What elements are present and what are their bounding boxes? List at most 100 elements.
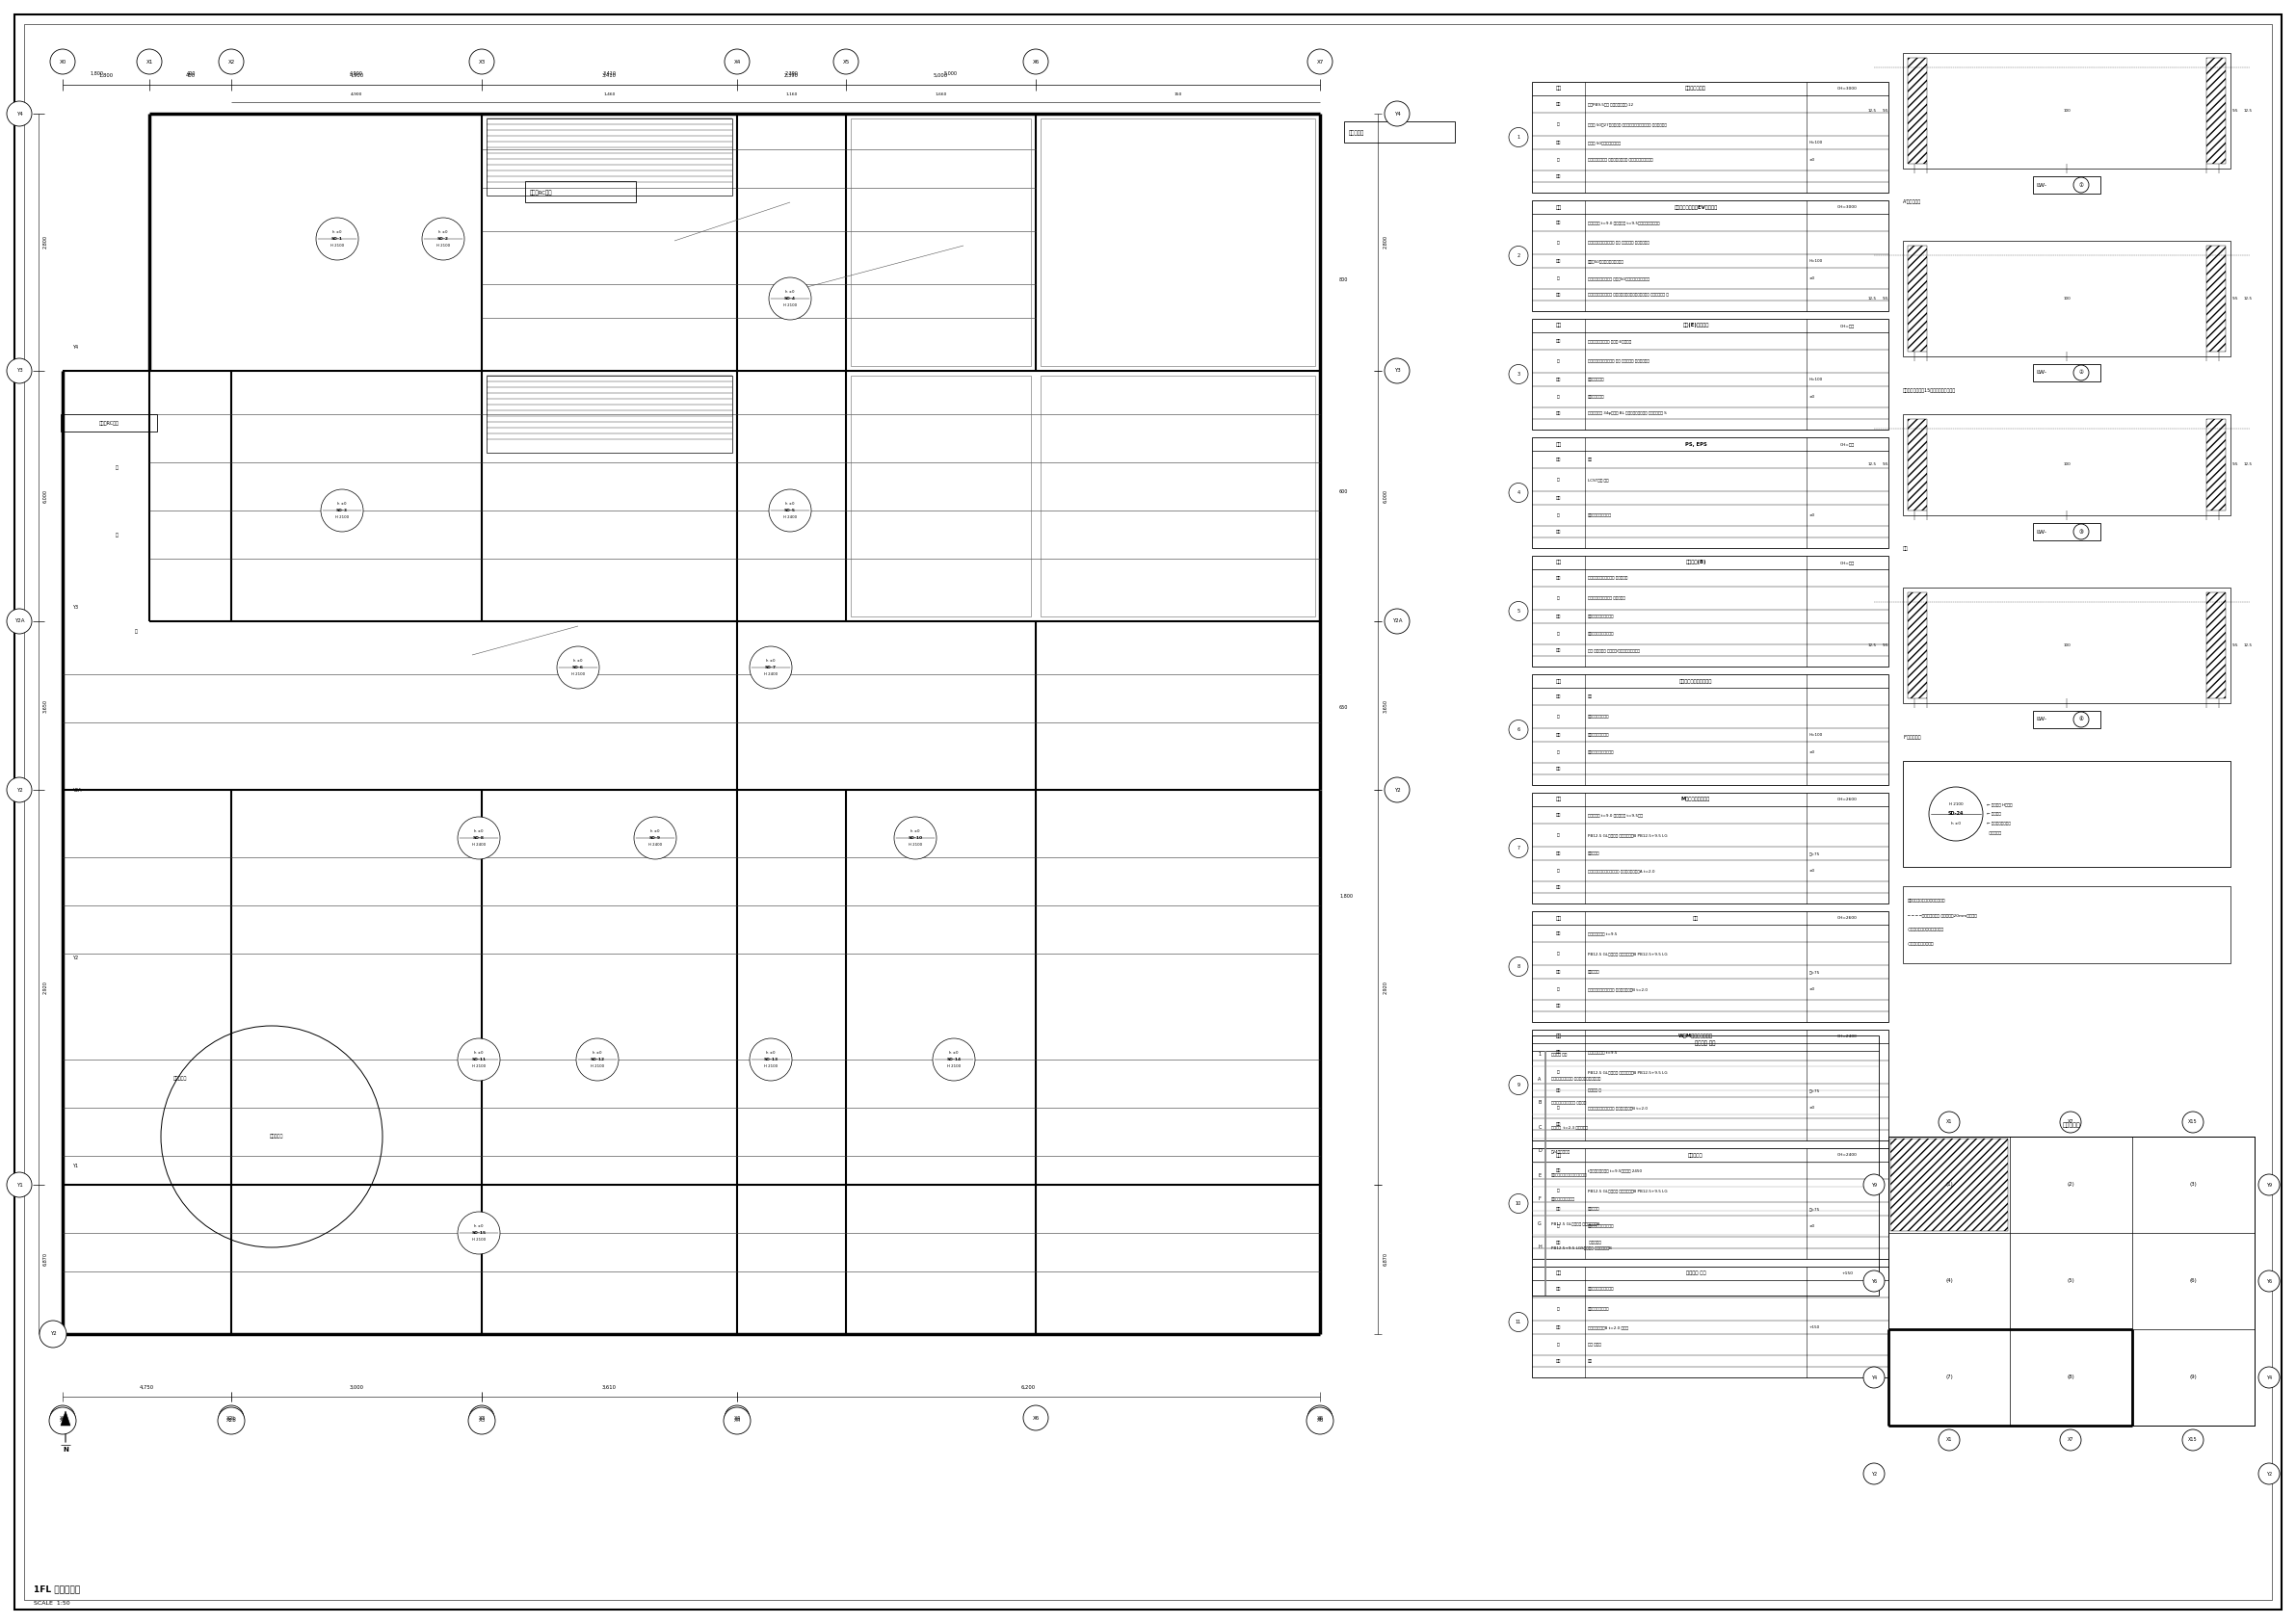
Text: 12.5: 12.5: [2243, 297, 2252, 300]
Text: CH=直天: CH=直天: [1839, 442, 1855, 447]
Circle shape: [7, 778, 32, 802]
Text: 備考: 備考: [1557, 529, 1561, 534]
Text: H 2100: H 2100: [335, 515, 349, 520]
Text: 12.5: 12.5: [2243, 463, 2252, 466]
Circle shape: [2259, 1174, 2280, 1195]
Text: (6): (6): [2188, 1278, 2197, 1283]
Circle shape: [833, 49, 859, 75]
Text: コンクリートコテ界え: コンクリートコテ界え: [1589, 513, 1612, 518]
Text: ±0: ±0: [1809, 158, 1816, 162]
Bar: [487, 375, 732, 453]
Text: 天井: 天井: [1557, 932, 1561, 935]
Text: 巾木: 巾木: [1557, 851, 1561, 856]
Circle shape: [1508, 1075, 1529, 1095]
Circle shape: [2259, 1270, 2280, 1291]
Text: Y2: Y2: [71, 957, 78, 961]
Text: CH=2600: CH=2600: [1837, 916, 1857, 919]
Text: コンクリート打放しの上 補修 打放し型枠 種整仕上塗材: コンクリート打放しの上 補修 打放し型枠 種整仕上塗材: [1589, 359, 1649, 364]
Circle shape: [1384, 359, 1410, 383]
Text: 3: 3: [1518, 372, 1520, 377]
Text: H: H: [1538, 1246, 1541, 1250]
Text: H 2100: H 2100: [1949, 802, 1963, 806]
Text: PB12.5 GL工法の上 ビニルクロスB PB12.5+9.5 LG: PB12.5 GL工法の上 ビニルクロスB PB12.5+9.5 LG: [1589, 1070, 1667, 1073]
Text: Y9: Y9: [1871, 1182, 1876, 1187]
Bar: [2206, 593, 2225, 698]
Text: 100: 100: [2062, 643, 2071, 648]
Text: 5,000: 5,000: [934, 73, 948, 78]
Text: h ±0: h ±0: [475, 1051, 484, 1054]
Text: 2,800: 2,800: [41, 235, 48, 248]
Text: 天井: 天井: [1557, 458, 1561, 461]
Bar: [1531, 1030, 1887, 1140]
Text: H 2100: H 2100: [473, 1064, 487, 1069]
Text: 備考: 備考: [1557, 174, 1561, 179]
Circle shape: [1864, 1463, 1885, 1484]
Text: 6,000: 6,000: [1382, 489, 1387, 503]
Text: 掲示板：ステンレス枠 集合郵便受箱（ステンレス鏡型） 仕戸場明記入 館: 掲示板：ステンレス枠 集合郵便受箱（ステンレス鏡型） 仕戸場明記入 館: [1589, 292, 1669, 297]
Text: Y4: Y4: [1871, 1376, 1876, 1380]
Text: 天井: 天井: [1557, 339, 1561, 343]
Text: コンクリート打放しの上 取付タイル: コンクリート打放しの上 取付タイル: [1589, 577, 1628, 580]
Circle shape: [1384, 778, 1410, 802]
Text: X6: X6: [1316, 1418, 1322, 1423]
Text: SD-5: SD-5: [785, 508, 797, 513]
Text: +150: +150: [1809, 1325, 1821, 1330]
Text: 室名: 室名: [1554, 1272, 1561, 1276]
Text: 4,750: 4,750: [140, 1385, 154, 1390]
Text: 600: 600: [1339, 489, 1348, 494]
Text: A'は片面貼り: A'は片面貼り: [1903, 200, 1922, 205]
Circle shape: [422, 218, 464, 260]
Text: 650: 650: [1339, 705, 1348, 710]
Text: 床: 床: [1557, 869, 1559, 872]
Text: 9.5: 9.5: [1883, 297, 1890, 300]
Text: 防火ガラリ付防火設備: 防火ガラリ付防火設備: [1552, 1197, 1575, 1202]
Text: 1: 1: [1538, 1052, 1541, 1057]
Text: H 2100: H 2100: [473, 1237, 487, 1242]
Text: 3,000: 3,000: [349, 1385, 363, 1390]
Text: 天井: 天井: [1557, 814, 1561, 817]
Text: Y4: Y4: [1394, 112, 1401, 115]
Circle shape: [317, 218, 358, 260]
Text: 壁: 壁: [1557, 359, 1559, 364]
Text: 岩綿吸音板 t=9.0 石膏ボード t=9.5下地（下地共用脂）: 岩綿吸音板 t=9.0 石膏ボード t=9.5下地（下地共用脂）: [1589, 221, 1660, 224]
Text: 150: 150: [1173, 93, 1182, 96]
Circle shape: [2060, 1111, 2080, 1134]
Text: 屋外廊下(B): 屋外廊下(B): [1685, 560, 1706, 565]
Text: 備考: 備考: [1557, 292, 1561, 297]
Text: 住宅玄関ポーチ: 住宅玄関ポーチ: [1685, 86, 1706, 91]
Text: 巾木: 巾木: [1557, 260, 1561, 263]
Text: (3): (3): [2188, 1182, 2197, 1187]
Text: モルタル金ごて: モルタル金ごて: [1589, 395, 1605, 400]
Text: 9.5: 9.5: [1883, 109, 1890, 112]
Text: h ±0: h ±0: [785, 291, 794, 294]
Text: 枠入: 枠入: [1589, 1359, 1593, 1363]
Circle shape: [769, 489, 810, 531]
Text: 5,000: 5,000: [944, 71, 957, 76]
Text: 備考: 備考: [1557, 648, 1561, 653]
Text: H=100: H=100: [1809, 260, 1823, 263]
Text: 床: 床: [1557, 513, 1559, 518]
Text: 2,390: 2,390: [785, 73, 799, 78]
Text: 5: 5: [1518, 609, 1520, 614]
Circle shape: [457, 1212, 501, 1254]
Bar: [1531, 318, 1887, 430]
Text: 幅=75: 幅=75: [1809, 970, 1821, 974]
Circle shape: [468, 1405, 494, 1431]
Text: 壁: 壁: [1557, 833, 1559, 836]
Text: 床: 床: [1557, 1343, 1559, 1346]
Text: ②: ②: [2078, 370, 2082, 375]
Text: 場配なき開り具は不確定とする。: 場配なき開り具は不確定とする。: [1908, 898, 1945, 903]
Text: 磁器質50角タイル張り（無地）: 磁器質50角タイル張り（無地）: [1589, 260, 1623, 263]
Text: 4: 4: [1518, 490, 1520, 495]
Text: 一率 置敷き: 一率 置敷き: [1589, 1343, 1600, 1346]
Text: H=100: H=100: [1809, 378, 1823, 382]
Text: 車: 車: [115, 533, 119, 538]
Text: Y9: Y9: [2266, 1182, 2273, 1187]
Text: ○打はコーナービート: ○打はコーナービート: [1908, 942, 1933, 945]
Text: 室名: 室名: [1554, 205, 1561, 209]
Text: タイル下モルタルの上 磁器質50角タイル張り（無地）: タイル下モルタルの上 磁器質50角タイル張り（無地）: [1589, 276, 1649, 281]
Text: Y4: Y4: [16, 112, 23, 115]
Text: 7: 7: [1518, 846, 1520, 851]
Circle shape: [576, 1038, 618, 1080]
Text: h ±0: h ±0: [767, 1051, 776, 1054]
